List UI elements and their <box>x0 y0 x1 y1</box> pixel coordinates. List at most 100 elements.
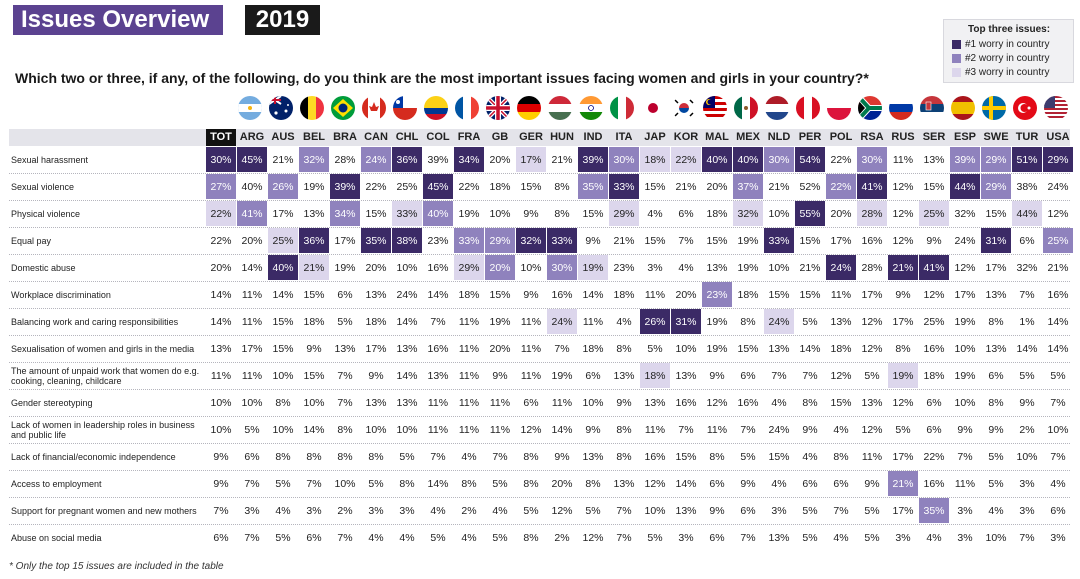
table-cell: 7% <box>244 477 260 490</box>
table-cell: 23% <box>427 234 449 247</box>
south-africa-flag-icon <box>858 96 882 120</box>
table-cell: 8% <box>585 477 601 490</box>
table-cell: 26% <box>268 174 298 199</box>
table-cell: 7% <box>1019 531 1035 544</box>
table-cell: 9% <box>709 504 725 517</box>
table-cell: 5% <box>988 450 1004 463</box>
table-cell: 36% <box>299 228 329 253</box>
table-cell: 11% <box>954 477 976 490</box>
table-cell: 4% <box>461 450 477 463</box>
year-badge: 2019 <box>245 5 320 35</box>
row-divider <box>9 335 1070 336</box>
table-cell: 33% <box>547 228 577 253</box>
table-cell: 10% <box>210 423 232 436</box>
table-cell: 5% <box>492 477 508 490</box>
table-cell: 7% <box>1050 396 1066 409</box>
table-cell: 11% <box>830 288 852 301</box>
table-cell: 13% <box>396 396 418 409</box>
table-cell: 15% <box>737 342 759 355</box>
table-cell: 3% <box>771 504 787 517</box>
table-cell: 5% <box>585 504 601 517</box>
table-cell: 11% <box>520 315 542 328</box>
table-cell: 13% <box>210 342 232 355</box>
table-cell: 11% <box>520 342 542 355</box>
table-cell: 6% <box>585 369 601 382</box>
table-cell: 8% <box>616 450 632 463</box>
table-cell: 54% <box>795 147 825 172</box>
table-cell: 29% <box>485 228 515 253</box>
table-cell: 32% <box>733 201 763 226</box>
table-cell: 24% <box>826 255 856 280</box>
table-cell: 13% <box>768 342 790 355</box>
table-cell: 17% <box>892 450 914 463</box>
column-header-rus: RUS <box>891 131 915 143</box>
table-cell: 3% <box>306 504 322 517</box>
table-cell: 18% <box>640 363 670 388</box>
table-cell: 10% <box>768 207 790 220</box>
table-cell: 11% <box>582 315 604 328</box>
table-cell: 10% <box>954 396 976 409</box>
table-cell: 14% <box>582 288 604 301</box>
table-cell: 15% <box>303 369 325 382</box>
table-cell: 5% <box>399 450 415 463</box>
table-cell: 19% <box>737 261 759 274</box>
table-cell: 4% <box>678 261 694 274</box>
table-cell: 22% <box>458 180 480 193</box>
table-cell: 9% <box>616 396 632 409</box>
table-cell: 4% <box>833 423 849 436</box>
table-cell: 16% <box>644 450 666 463</box>
table-cell: 9% <box>895 288 911 301</box>
table-cell: 18% <box>458 288 480 301</box>
table-cell: 9% <box>523 207 539 220</box>
table-cell: 4% <box>802 450 818 463</box>
table-cell: 7% <box>554 342 570 355</box>
table-cell: 24% <box>768 423 790 436</box>
table-cell: 8% <box>895 342 911 355</box>
table-cell: 8% <box>616 342 632 355</box>
table-cell: 19% <box>888 363 918 388</box>
table-cell: 10% <box>272 423 294 436</box>
table-cell: 7% <box>740 531 756 544</box>
table-cell: 2% <box>554 531 570 544</box>
table-cell: 30% <box>547 255 577 280</box>
table-cell: 3% <box>1019 504 1035 517</box>
table-cell: 11% <box>427 396 449 409</box>
table-cell: 26% <box>640 309 670 334</box>
table-cell: 24% <box>1047 180 1069 193</box>
table-cell: 4% <box>926 531 942 544</box>
table-cell: 15% <box>365 207 387 220</box>
table-cell: 4% <box>430 504 446 517</box>
table-cell: 3% <box>368 504 384 517</box>
canada-flag-icon <box>362 96 386 120</box>
table-cell: 2% <box>1019 423 1035 436</box>
table-cell: 6% <box>740 369 756 382</box>
table-cell: 7% <box>771 369 787 382</box>
table-cell: 11% <box>644 423 666 436</box>
table-cell: 6% <box>709 477 725 490</box>
table-cell: 11% <box>892 153 914 166</box>
table-cell: 5% <box>275 531 291 544</box>
table-cell: 13% <box>675 369 697 382</box>
table-cell: 44% <box>1012 201 1042 226</box>
table-cell: 13% <box>582 450 604 463</box>
column-header-tot: TOT <box>206 129 236 146</box>
table-cell: 19% <box>737 234 759 247</box>
table-cell: 33% <box>609 174 639 199</box>
table-cell: 17% <box>516 147 546 172</box>
table-cell: 30% <box>609 147 639 172</box>
table-cell: 10% <box>520 261 542 274</box>
table-cell: 9% <box>709 369 725 382</box>
legend-title: Top three issues: <box>968 24 1051 35</box>
japan-flag-icon <box>641 96 665 120</box>
table-cell: 20% <box>365 261 387 274</box>
table-cell: 25% <box>396 180 418 193</box>
table-cell: 6% <box>244 450 260 463</box>
table-cell: 25% <box>923 315 945 328</box>
table-cell: 8% <box>988 315 1004 328</box>
table-cell: 28% <box>857 201 887 226</box>
table-cell: 15% <box>799 288 821 301</box>
row-label: Access to employment <box>11 478 102 489</box>
table-cell: 11% <box>489 396 511 409</box>
table-cell: 4% <box>988 504 1004 517</box>
table-cell: 7% <box>213 504 229 517</box>
